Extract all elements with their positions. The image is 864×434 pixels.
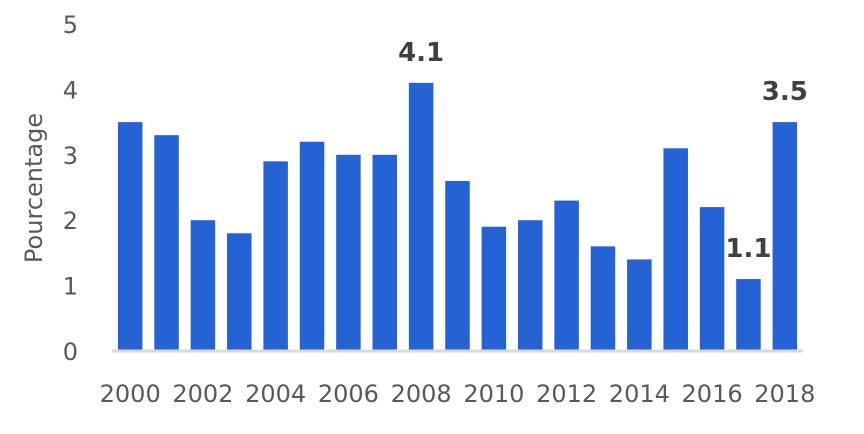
x-tick-label: 2008 <box>391 380 452 408</box>
bars <box>117 82 798 352</box>
y-tick-label: 3 <box>63 142 78 170</box>
x-axis: 2000 2002 2004 2006 2008 2010 2012 2014 2016 2018 <box>100 380 816 408</box>
bar-2006 <box>336 154 361 351</box>
bar-2008 <box>408 82 434 352</box>
y-axis: 0 1 2 3 4 5 <box>63 11 78 366</box>
x-tick-label: 2006 <box>318 380 379 408</box>
data-label-2018: 3.5 <box>762 77 808 107</box>
y-tick-label: 2 <box>63 207 78 235</box>
bar-2004 <box>263 161 288 351</box>
x-tick-label: 2012 <box>536 380 597 408</box>
bar-2018 <box>772 122 798 351</box>
bar-2005 <box>299 141 325 351</box>
bar-2009 <box>445 180 470 351</box>
bar-2002 <box>190 220 216 351</box>
y-tick-label: 5 <box>63 11 78 39</box>
y-tick-label: 0 <box>63 338 78 366</box>
bar-2013 <box>590 246 616 351</box>
bar-2017 <box>736 279 761 351</box>
data-labels: 4.1 1.1 3.5 <box>398 38 808 264</box>
bar-2011 <box>517 220 543 351</box>
x-tick-label: 2014 <box>609 380 670 408</box>
x-tick-label: 2002 <box>172 380 233 408</box>
bar-2003 <box>227 233 252 351</box>
bar-2014 <box>627 259 652 351</box>
data-label-2008: 4.1 <box>398 38 444 68</box>
y-axis-title: Pourcentage <box>20 113 48 263</box>
bar-2001 <box>154 135 179 351</box>
x-tick-label: 2016 <box>682 380 743 408</box>
bar-2000 <box>117 122 143 351</box>
x-tick-label: 2004 <box>245 380 306 408</box>
y-tick-label: 4 <box>63 76 78 104</box>
data-label-2017: 1.1 <box>725 234 771 264</box>
x-tick-label: 2010 <box>463 380 524 408</box>
x-tick-label: 2000 <box>100 380 161 408</box>
bar-2007 <box>372 154 398 351</box>
y-tick-label: 1 <box>63 273 78 301</box>
bar-2015 <box>663 148 688 351</box>
bar-2012 <box>554 200 579 351</box>
x-tick-label: 2018 <box>754 380 815 408</box>
bar-2016 <box>699 207 725 351</box>
bar-2010 <box>481 226 507 351</box>
